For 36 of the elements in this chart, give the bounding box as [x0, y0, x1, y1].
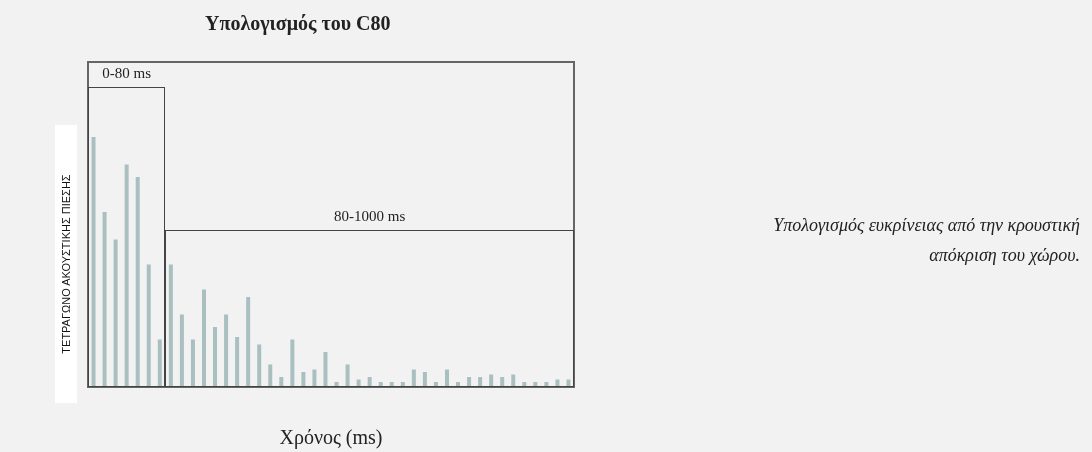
bar	[179, 314, 184, 387]
bar	[146, 264, 151, 387]
annotation: 80-1000 ms	[334, 207, 406, 225]
bar	[422, 372, 427, 387]
bar	[367, 377, 372, 387]
bar	[91, 137, 96, 387]
bar	[312, 369, 317, 387]
bar	[157, 339, 162, 387]
bar	[257, 344, 262, 387]
bar	[213, 327, 218, 387]
bar	[224, 314, 229, 387]
bar	[301, 372, 306, 387]
bar	[444, 369, 449, 387]
bar	[290, 339, 295, 387]
bar	[201, 289, 206, 387]
text: 0-80 ms	[102, 65, 152, 82]
bar	[246, 297, 251, 387]
bar	[467, 377, 472, 387]
bar	[113, 239, 118, 387]
text: Υπολογισμός ευκρίνειας από την κρουστική απόκριση του χώρου.	[772, 214, 1080, 267]
bar	[102, 212, 107, 387]
bar	[124, 164, 129, 387]
bar	[500, 377, 505, 387]
bar	[279, 377, 284, 387]
bar	[323, 352, 328, 387]
bar	[135, 177, 140, 387]
y-axis-title: ΤΕΤΡΑΓΩΝΟ ΑΚΟΥΣΤΙΚΗΣ ΠΙΕΣΗΣ	[60, 174, 72, 354]
chart-title: Υπολογισμός του C80	[205, 12, 391, 35]
bar	[190, 339, 195, 387]
bar	[268, 364, 273, 387]
x-axis-title: Χρόνος (ms)	[279, 426, 383, 449]
bar	[478, 377, 483, 387]
bar	[235, 337, 240, 387]
bar	[345, 364, 350, 387]
bar	[168, 264, 173, 387]
bar	[411, 369, 416, 387]
